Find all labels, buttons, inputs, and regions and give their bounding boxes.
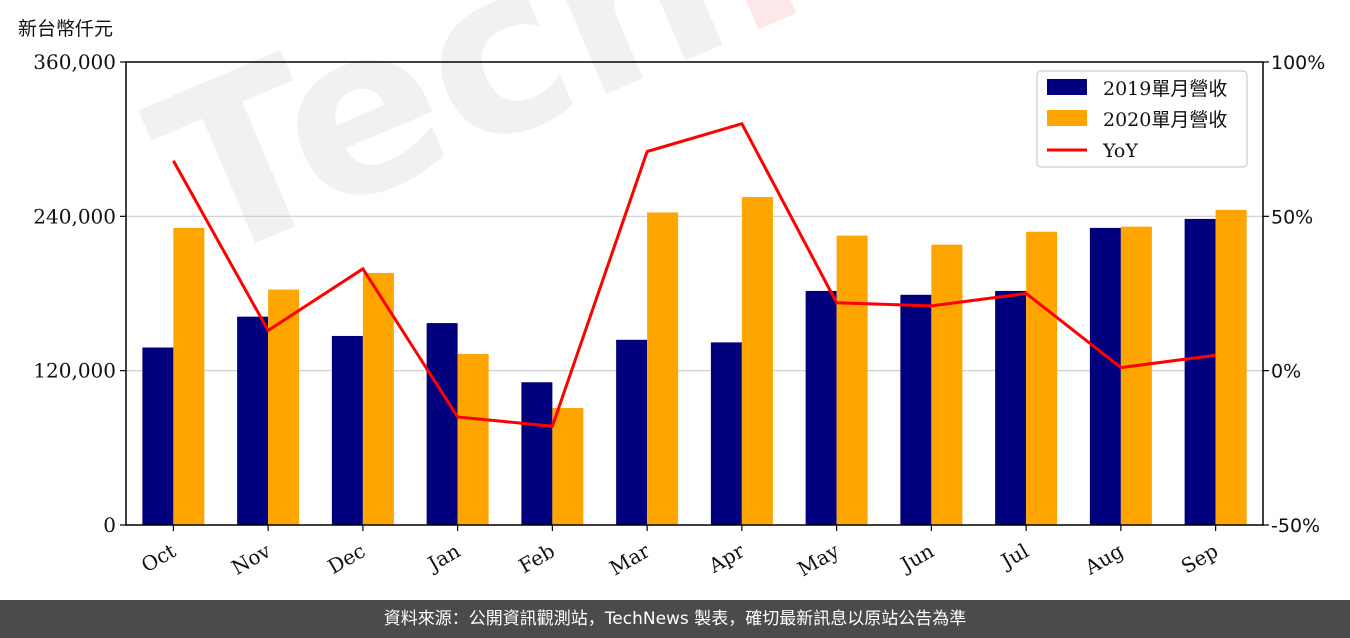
- bar-2019-mar: [616, 339, 648, 525]
- bar-2020-aug: [1120, 226, 1152, 525]
- bar-2020-apr: [741, 197, 773, 525]
- y-right-tick-label: -50%: [1271, 515, 1320, 537]
- bar-2020-oct: [173, 227, 205, 526]
- bar-2019-jan: [426, 323, 458, 525]
- bar-2020-may: [836, 235, 868, 525]
- x-tick-label: Jul: [995, 539, 1032, 574]
- bar-2020-dec: [362, 272, 394, 525]
- bar-2019-nov: [237, 316, 269, 525]
- x-tick-label: Mar: [605, 538, 654, 580]
- bar-2020-jun: [931, 244, 963, 525]
- x-tick-label: Nov: [227, 538, 275, 580]
- bar-2020-nov: [268, 289, 300, 525]
- legend-swatch: [1047, 110, 1087, 126]
- y-left-tick-label: 0: [103, 513, 116, 537]
- y-left-tick-label: 360,000: [33, 50, 116, 74]
- yoy-line: [172, 121, 1216, 428]
- y-left-tick-label: 240,000: [33, 204, 116, 228]
- y-right-tick-label: 100%: [1271, 52, 1325, 74]
- x-tick-label: Jun: [895, 538, 938, 577]
- x-tick-label: Dec: [324, 539, 370, 579]
- bar-2019-oct: [142, 347, 174, 525]
- bar-2019-sep: [1184, 218, 1216, 525]
- bar-2020-feb: [552, 407, 584, 525]
- source-footer: 資料來源：公開資訊觀測站，TechNews 製表，確切最新訊息以原站公告為準: [0, 600, 1350, 638]
- bar-2020-mar: [647, 212, 679, 525]
- x-tick-label: Oct: [137, 539, 180, 578]
- y-left-tick-label: 120,000: [33, 359, 116, 383]
- bar-2019-may: [805, 290, 837, 525]
- x-tick-label: Apr: [704, 538, 749, 578]
- y-right-tick-label: 0%: [1271, 361, 1301, 383]
- legend-label: YoY: [1102, 140, 1138, 162]
- legend-swatch: [1047, 79, 1087, 95]
- bar-2019-jul: [995, 290, 1027, 525]
- x-tick-label: Jan: [422, 538, 464, 576]
- bar-2019-apr: [710, 342, 742, 525]
- legend-label: 2020單月營收: [1103, 109, 1227, 131]
- y-right-tick-label: 50%: [1271, 206, 1313, 228]
- x-tick-label: May: [793, 538, 843, 581]
- x-tick-label: Sep: [1177, 539, 1222, 579]
- bar-2020-jul: [1026, 231, 1058, 525]
- x-tick-label: Aug: [1080, 538, 1128, 579]
- bar-2020-sep: [1215, 209, 1247, 525]
- bar-2019-feb: [521, 382, 553, 525]
- bar-2019-jun: [900, 294, 932, 525]
- y-axis-unit-label: 新台幣仟元: [18, 18, 114, 40]
- legend-box: [1036, 70, 1248, 168]
- bar-2020-jan: [457, 353, 489, 525]
- revenue-chart: 0 120,000 240,000 360,000 -50% 0% 50% 100% Oct No…: [33, 50, 1325, 581]
- x-tick-label: Feb: [514, 539, 558, 578]
- bar-2019-dec: [331, 335, 363, 525]
- legend-label: 2019單月營收: [1103, 78, 1227, 100]
- plot-frame: [125, 61, 1264, 526]
- bar-2019-aug: [1089, 227, 1121, 526]
